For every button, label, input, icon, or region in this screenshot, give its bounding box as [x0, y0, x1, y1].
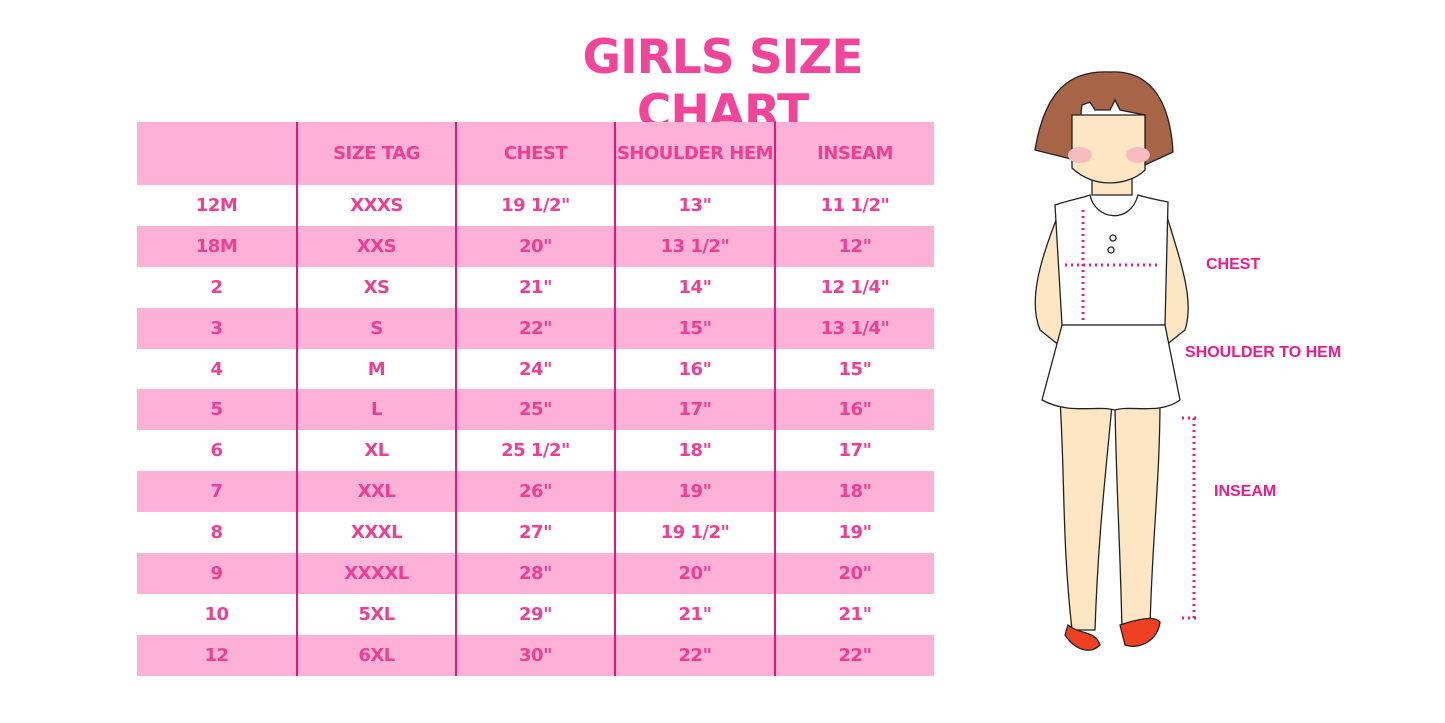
column-header: INSEAM — [774, 122, 934, 185]
table-cell: 25 1/2" — [455, 430, 615, 472]
table-cell: 12M — [195, 194, 238, 216]
table-cell: XXL — [296, 471, 456, 513]
page-title: GIRLS SIZE CHART — [582, 30, 864, 140]
table-cell: 13" — [614, 185, 775, 226]
table-cell: 19" — [614, 471, 775, 513]
table-cell: 26" — [455, 471, 615, 513]
table-row: 3 S 22" 15" 13 1/4" — [137, 307, 934, 349]
table-cell: 19" — [774, 512, 934, 554]
table-cell: 18" — [774, 471, 934, 513]
shoulder-to-hem-label: SHOULDER TO HEM — [1185, 344, 1342, 361]
table-row: 12M XXXS 19 1/2" 13" 11 1/2" — [137, 185, 934, 226]
table-cell: 24" — [455, 348, 615, 390]
table-row: 12 6XL 30" 22" 22" — [137, 634, 934, 676]
inseam-label: INSEAM — [1214, 483, 1277, 500]
table-cell: 20" — [774, 553, 934, 594]
table-cell: 22" — [614, 634, 775, 676]
table-cell: 12" — [774, 225, 934, 267]
table-cell: 17" — [774, 430, 934, 472]
table-cell: XL — [296, 430, 456, 472]
column-header — [137, 122, 297, 185]
table-cell: 13 1/4" — [774, 307, 934, 349]
column-header: CHEST — [455, 122, 615, 185]
table-cell: XS — [296, 266, 456, 308]
table-cell: 16" — [774, 389, 934, 431]
table-cell: XXS — [296, 225, 456, 267]
table-row: 10 5XL 29" 21" 21" — [137, 593, 934, 635]
table-cell: 17" — [614, 389, 775, 431]
table-cell: 14" — [614, 266, 775, 308]
table-cell: 29" — [455, 593, 615, 635]
table-row: 9 XXXXL 28" 20" 20" — [137, 553, 934, 594]
column-header: SHOULDER HEM — [614, 122, 775, 185]
table-cell: XXXXL — [296, 553, 456, 594]
table-cell: 27" — [455, 512, 615, 554]
column-header: SIZE TAG — [296, 122, 456, 185]
table-cell: 8 — [210, 522, 223, 544]
table-row: 4 M 24" 16" 15" — [137, 348, 934, 390]
table-cell: 20" — [614, 553, 775, 594]
table-cell: 25" — [455, 389, 615, 431]
table-row: 18M XXS 20" 13 1/2" 12" — [137, 225, 934, 267]
table-cell: 21" — [614, 593, 775, 635]
table-cell: 22" — [455, 307, 615, 349]
table-cell: L — [296, 389, 456, 431]
table-header: SIZE TAG CHEST SHOULDER HEM INSEAM — [137, 122, 934, 185]
table-cell: 13 1/2" — [614, 225, 775, 267]
table-cell: 4 — [210, 358, 223, 380]
table-row: 5 L 25" 17" 16" — [137, 389, 934, 431]
table-cell: 18M — [137, 225, 297, 267]
table-row: 8 XXXL 27" 19 1/2" 19" — [137, 512, 934, 554]
table-cell: 22" — [774, 634, 934, 676]
table-cell: 21" — [455, 266, 615, 308]
girl-measurement-illustration — [1034, 71, 1200, 651]
table-cell: 19 1/2" — [614, 512, 775, 554]
table-cell: XXXS — [296, 185, 456, 226]
table-row: 7 XXL 26" 19" 18" — [137, 471, 934, 513]
table-cell: 10 — [204, 603, 229, 625]
table-cell: 9 — [137, 553, 297, 594]
table-cell: 28" — [455, 553, 615, 594]
table-cell: 2 — [210, 276, 223, 298]
table-cell: 19 1/2" — [455, 185, 615, 226]
size-table: SIZE TAG CHEST SHOULDER HEM INSEAM 12M XXXS 1… — [137, 122, 934, 676]
table-cell: 5XL — [296, 593, 456, 635]
table-cell: 20" — [455, 225, 615, 267]
table-cell: 18" — [614, 430, 775, 472]
table-cell: M — [296, 348, 456, 390]
table-cell: 15" — [774, 348, 934, 390]
table-cell: 12 1/4" — [774, 266, 934, 308]
table-cell: 30" — [455, 634, 615, 676]
table-row: 6 XL 25 1/2" 18" 17" — [137, 430, 934, 472]
table-cell: 6XL — [296, 634, 456, 676]
table-cell: 5 — [137, 389, 297, 431]
table-cell: XXXL — [296, 512, 456, 554]
table-cell: 7 — [137, 471, 297, 513]
table-cell: 15" — [614, 307, 775, 349]
table-row: 2 XS 21" 14" 12 1/4" — [137, 266, 934, 308]
table-cell: 3 — [137, 307, 297, 349]
table-cell: 16" — [614, 348, 775, 390]
chest-label: CHEST — [1206, 256, 1261, 273]
table-cell: 21" — [774, 593, 934, 635]
table-cell: 11 1/2" — [774, 185, 934, 226]
table-cell: 6 — [210, 440, 223, 462]
table-cell: 12 — [137, 634, 297, 676]
table-cell: S — [296, 307, 456, 349]
